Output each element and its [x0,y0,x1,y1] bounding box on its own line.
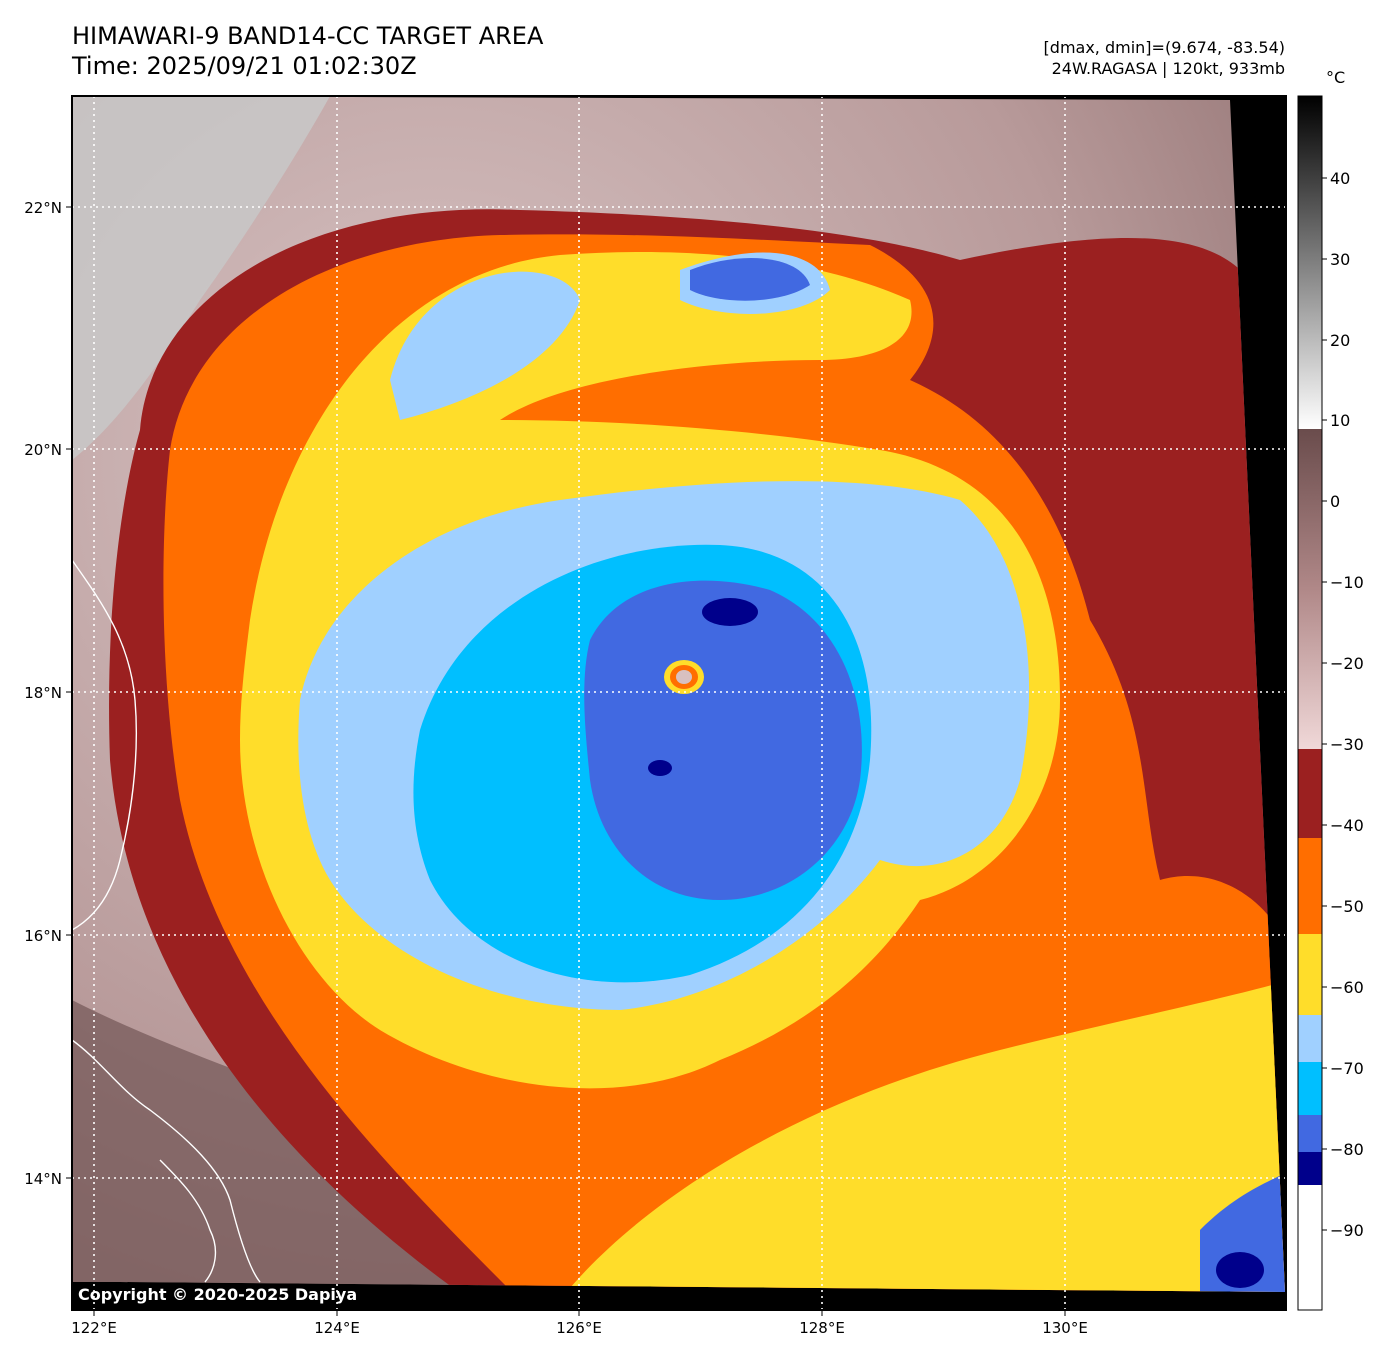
colorbar-band-dark-red [1298,749,1322,838]
lat-label-16: 16°N [24,927,62,945]
colorbar-band-royal-blue [1298,1115,1322,1152]
colorbar-band-orange [1298,838,1322,934]
colorbar-border [1297,95,1323,1311]
colorbar-unit: °C [1326,68,1345,87]
outer-band-light-blue [390,271,580,420]
colorbar-band-dark-blue [1298,1152,1322,1185]
colorbar-tick-minus-30: −30 [1330,735,1364,754]
colorbar-tick-0: 0 [1330,492,1340,511]
colorbar-tick-40: 40 [1330,169,1350,188]
data-range-label: [dmax, dmin]=(9.674, -83.54) [1043,38,1285,57]
lat-label-14: 14°N [24,1170,62,1188]
lon-label-128: 128°E [799,1319,845,1337]
colorbar-tick-minus-20: −20 [1330,654,1364,673]
colorbar-tick-30: 30 [1330,250,1350,269]
north-band-royal-blue [690,258,810,301]
colorbar-tick-minus-50: −50 [1330,897,1364,916]
colorbar-tick-minus-10: −10 [1330,573,1364,592]
coldest-top-1 [702,598,758,626]
colorbar-band-cyan [1298,1062,1322,1115]
storm-info-label: 24W.RAGASA | 120kt, 933mb [1051,59,1285,78]
typhoon-eye [676,670,692,684]
cdo-royal-blue [584,580,862,900]
lon-label-126: 126°E [556,1319,602,1337]
colorbar-tick-minus-90: −90 [1330,1221,1364,1240]
lat-label-20: 20°N [24,441,62,459]
lon-tick-marks [93,1310,1066,1316]
colorbar-tick-minus-70: −70 [1330,1059,1364,1078]
colorbar-band-white [1298,1185,1322,1310]
colorbar [1297,95,1323,1311]
colorbar-tick-10: 10 [1330,411,1350,430]
cloud-field [72,96,1285,1292]
colorbar-tick-minus-40: −40 [1330,816,1364,835]
coastlines [71,559,261,1283]
lat-label-18: 18°N [24,684,62,702]
lat-tick-marks [66,206,72,1179]
map-time: Time: 2025/09/21 01:02:30Z [72,52,417,80]
map-title: HIMAWARI-9 BAND14-CC TARGET AREA [72,22,544,50]
colorbar-tick-marks [1322,177,1327,1231]
lat-label-22: 22°N [24,199,62,217]
colorbar-tick-minus-80: −80 [1330,1140,1364,1159]
colorbar-tick-minus-60: −60 [1330,978,1364,997]
lon-label-124: 124°E [314,1319,360,1337]
colorbar-warm-segment [1298,429,1322,749]
colorbar-gray-segment [1298,96,1322,429]
colorbar-band-yellow [1298,934,1322,1015]
coldest-top-3 [1216,1252,1264,1288]
cloud-band-yellow-south [560,980,1285,1292]
graticule [72,96,1286,1310]
clear-sky-region [72,96,330,460]
lon-label-130: 130°E [1042,1319,1088,1337]
map-border [71,95,1287,1311]
colorbar-band-light-blue [1298,1015,1322,1062]
lon-label-122: 122°E [71,1319,117,1337]
copyright-text: Copyright © 2020-2025 Dapiya [78,1285,357,1304]
coldest-top-2 [648,760,672,776]
colorbar-tick-20: 20 [1330,331,1350,350]
